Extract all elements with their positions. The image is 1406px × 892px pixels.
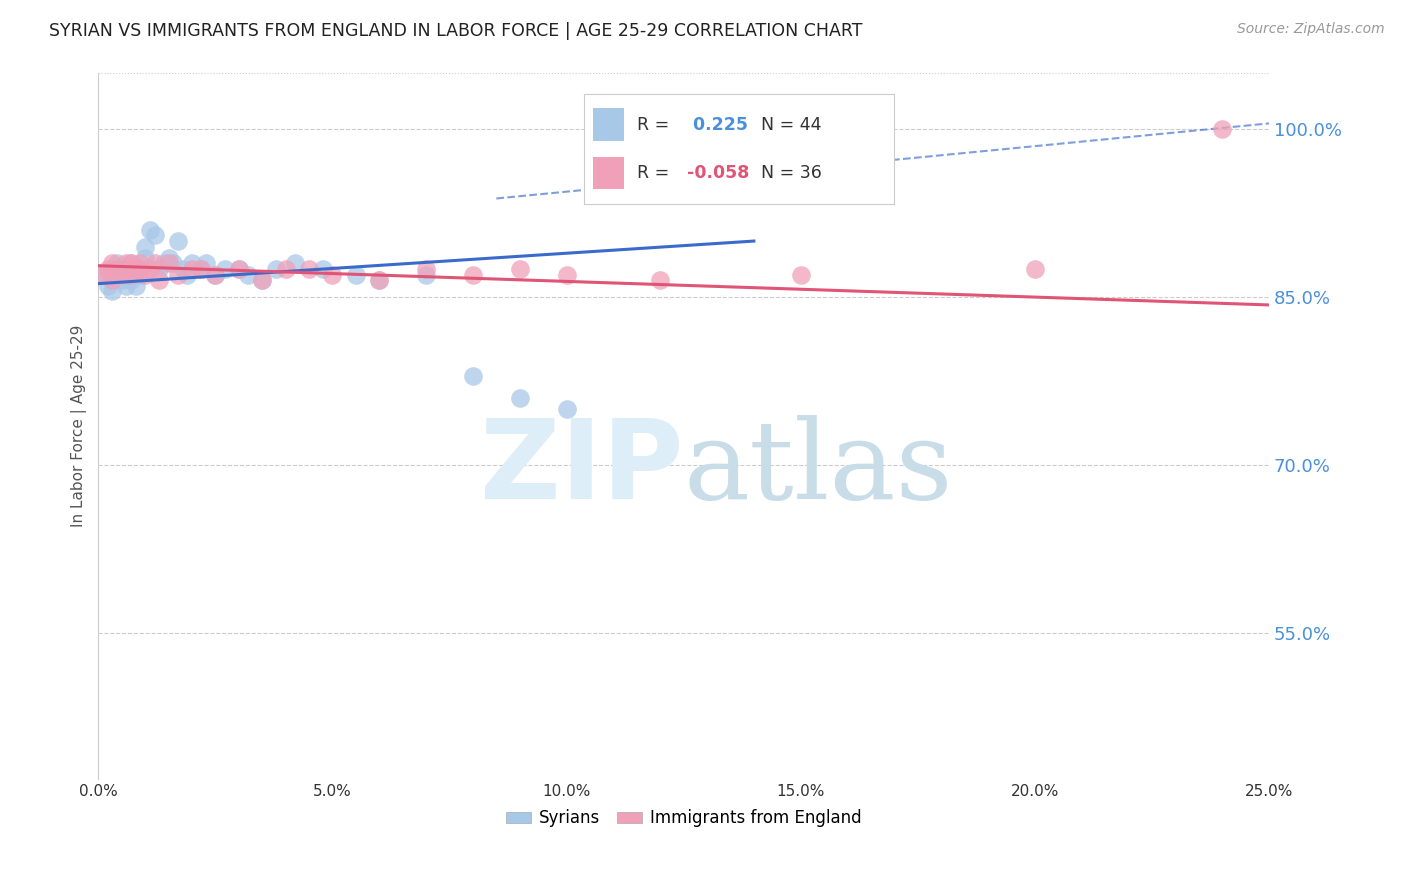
Point	[125, 262, 148, 277]
Point	[274, 262, 297, 277]
Point	[148, 273, 170, 287]
Point	[115, 256, 138, 270]
Point	[415, 262, 437, 277]
Point	[461, 368, 484, 383]
Point	[134, 251, 156, 265]
Point	[181, 256, 204, 270]
Text: atlas: atlas	[683, 415, 953, 522]
Point	[111, 273, 134, 287]
Point	[368, 273, 391, 287]
Point	[172, 262, 194, 277]
Point	[134, 268, 156, 282]
Point	[120, 268, 142, 282]
Point	[204, 268, 226, 282]
Point	[176, 268, 198, 282]
Point	[91, 268, 114, 282]
Text: SYRIAN VS IMMIGRANTS FROM ENGLAND IN LABOR FORCE | AGE 25-29 CORRELATION CHART: SYRIAN VS IMMIGRANTS FROM ENGLAND IN LAB…	[49, 22, 863, 40]
Point	[228, 262, 250, 277]
Point	[111, 268, 134, 282]
Point	[105, 268, 128, 282]
Point	[228, 262, 250, 277]
Point	[157, 256, 180, 270]
Point	[509, 391, 531, 405]
Point	[264, 262, 287, 277]
Point	[134, 240, 156, 254]
Point	[555, 402, 578, 417]
Point	[368, 273, 391, 287]
Point	[284, 256, 307, 270]
Legend: Syrians, Immigrants from England: Syrians, Immigrants from England	[499, 803, 869, 834]
Point	[105, 256, 128, 270]
Point	[120, 256, 142, 270]
Point	[789, 268, 811, 282]
Point	[1024, 262, 1046, 277]
Point	[101, 256, 124, 270]
Point	[125, 278, 148, 293]
Point	[167, 234, 190, 248]
Point	[167, 268, 190, 282]
Point	[148, 262, 170, 277]
Point	[195, 256, 218, 270]
Point	[101, 285, 124, 299]
Point	[143, 228, 166, 243]
Point	[312, 262, 335, 277]
Point	[91, 268, 114, 282]
Point	[252, 273, 274, 287]
Point	[190, 262, 212, 277]
Point	[204, 268, 226, 282]
Point	[190, 262, 212, 277]
Point	[509, 262, 531, 277]
Point	[298, 262, 321, 277]
Point	[214, 262, 236, 277]
Point	[125, 262, 148, 277]
Point	[139, 262, 162, 277]
Point	[101, 273, 124, 287]
Point	[101, 262, 124, 277]
Point	[461, 268, 484, 282]
Y-axis label: In Labor Force | Age 25-29: In Labor Force | Age 25-29	[72, 325, 87, 527]
Point	[120, 256, 142, 270]
Text: Source: ZipAtlas.com: Source: ZipAtlas.com	[1237, 22, 1385, 37]
Point	[252, 273, 274, 287]
Point	[153, 256, 176, 270]
Point	[650, 273, 672, 287]
Point	[129, 262, 152, 277]
Point	[162, 256, 184, 270]
Text: ZIP: ZIP	[481, 415, 683, 522]
Point	[97, 262, 120, 277]
Point	[415, 268, 437, 282]
Point	[1211, 122, 1233, 136]
Point	[120, 273, 142, 287]
Point	[181, 262, 204, 277]
Point	[97, 278, 120, 293]
Point	[139, 223, 162, 237]
Point	[238, 268, 260, 282]
Point	[129, 256, 152, 270]
Point	[555, 268, 578, 282]
Point	[143, 256, 166, 270]
Point	[115, 262, 138, 277]
Point	[115, 268, 138, 282]
Point	[129, 268, 152, 282]
Point	[129, 262, 152, 277]
Point	[321, 268, 343, 282]
Point	[115, 278, 138, 293]
Point	[344, 268, 367, 282]
Point	[105, 262, 128, 277]
Point	[111, 262, 134, 277]
Point	[157, 251, 180, 265]
